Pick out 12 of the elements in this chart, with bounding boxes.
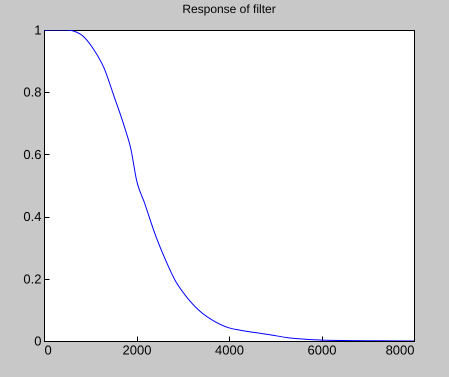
- line-series: [44, 30, 414, 341]
- y-tick-label: 0.6: [23, 146, 42, 162]
- y-tick-label: 1: [34, 22, 42, 38]
- chart-title: Response of filter: [182, 2, 276, 16]
- y-tick-label: 0.4: [23, 209, 42, 224]
- y-tick-label: 0.8: [23, 84, 42, 100]
- x-tick-label: 6000: [308, 342, 336, 358]
- x-tick-label: 8000: [386, 342, 414, 358]
- x-tick-label: 2000: [122, 342, 152, 358]
- x-tick-label: 4000: [215, 342, 244, 358]
- y-tick-label: 0.2: [23, 271, 42, 286]
- x-tick-label: 0: [44, 342, 52, 358]
